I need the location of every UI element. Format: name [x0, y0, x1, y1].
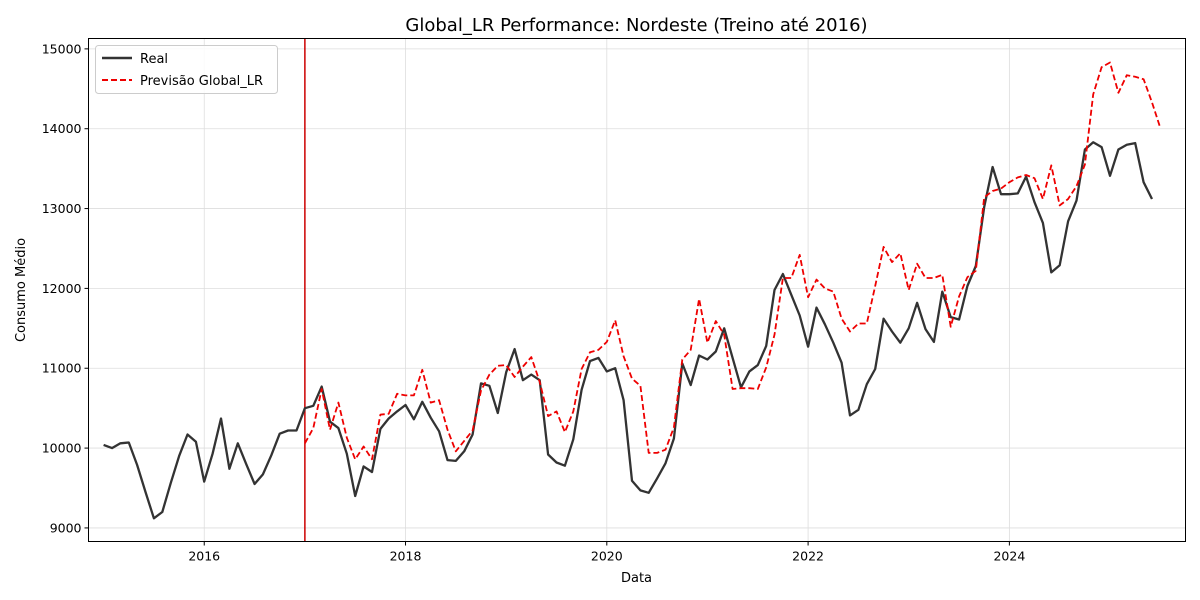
- y-tick-label: 9000: [50, 520, 82, 535]
- y-tick-label: 10000: [42, 441, 82, 456]
- chart-title: Global_LR Performance: Nordeste (Treino …: [405, 15, 867, 36]
- legend-label-real: Real: [140, 52, 168, 67]
- x-tick-label: 2020: [591, 549, 623, 564]
- y-tick-label: 14000: [42, 121, 82, 136]
- legend-label-forecast: Previsão Global_LR: [140, 74, 263, 89]
- legend-box: [95, 45, 278, 94]
- x-tick-label: 2018: [390, 549, 422, 564]
- y-tick-label: 15000: [42, 41, 82, 56]
- x-axis-title: Data: [621, 571, 652, 586]
- x-tick-label: 2016: [188, 549, 220, 564]
- x-tick-label: 2022: [792, 549, 824, 564]
- series-layer: [103, 61, 1162, 520]
- x-tick-label: 2024: [993, 549, 1025, 564]
- y-axis: 9000 10000 11000 12000 13000 14000 15000: [42, 41, 89, 535]
- series-line-forecast: [304, 61, 1162, 461]
- y-tick-label: 12000: [42, 281, 82, 296]
- y-axis-title: Consumo Médio: [14, 238, 29, 342]
- grid: [88, 38, 1186, 542]
- series-line-real: [103, 141, 1154, 520]
- x-axis: 2016 2018 2020 2022 2024: [188, 541, 1025, 564]
- y-tick-label: 11000: [42, 361, 82, 376]
- plot-frame: [88, 38, 1186, 542]
- y-tick-label: 13000: [42, 201, 82, 216]
- legend: Real Previsão Global_LR: [95, 45, 278, 94]
